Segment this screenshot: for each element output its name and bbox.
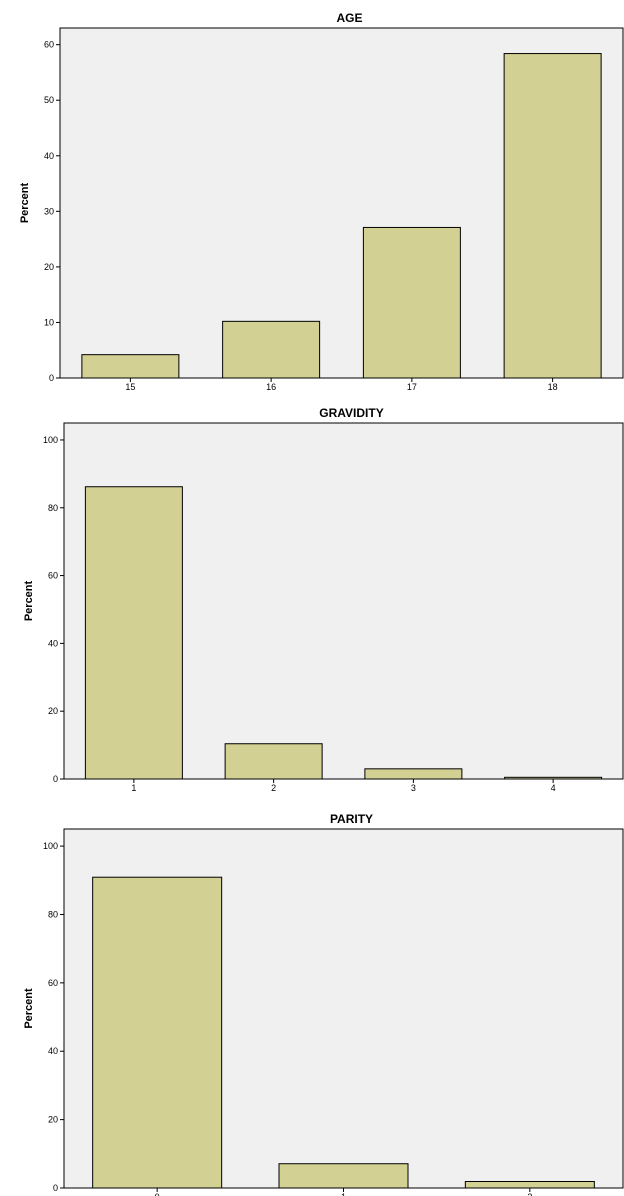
gravidity-x-tick-label: 4 bbox=[551, 783, 556, 793]
gravidity-y-tick-label: 100 bbox=[43, 435, 58, 445]
parity-bar bbox=[278, 1163, 409, 1189]
age-bar bbox=[503, 53, 602, 379]
chart-age: AGE Percent 0 10 20 30 40 50 60 15 16 17 18 bbox=[19, 11, 624, 392]
gravidity-y-tick-label: 60 bbox=[48, 571, 58, 581]
age-y-tick-label: 60 bbox=[44, 40, 54, 50]
parity-bar bbox=[464, 1181, 595, 1189]
gravidity-y-tick-label: 80 bbox=[48, 503, 58, 513]
gravidity-bar bbox=[504, 776, 603, 780]
gravidity-x-tick-label: 3 bbox=[411, 783, 416, 793]
parity-y-axis-label: Percent bbox=[23, 988, 35, 1029]
chart-parity-panel: PARITY Percent 0 20 40 60 80 100 0 1 2 bbox=[0, 800, 624, 1196]
parity-y-tick-label: 60 bbox=[48, 978, 58, 988]
gravidity-bar bbox=[84, 486, 183, 780]
age-title: AGE bbox=[336, 11, 362, 25]
age-y-tick-label: 40 bbox=[44, 151, 54, 161]
chart-age-panel: AGE Percent 0 10 20 30 40 50 60 15 16 17 18 bbox=[0, 0, 624, 395]
age-y-tick-label: 50 bbox=[44, 95, 54, 105]
age-y-tick-label: 20 bbox=[44, 262, 54, 272]
gravidity-bar bbox=[364, 768, 463, 780]
parity-x-tick-label: 1 bbox=[341, 1192, 346, 1196]
parity-bar bbox=[92, 876, 223, 1189]
parity-y-tick-label: 20 bbox=[48, 1115, 58, 1125]
age-y-tick-label: 0 bbox=[49, 373, 54, 383]
gravidity-y-tick-label: 20 bbox=[48, 706, 58, 716]
age-y-tick-label: 10 bbox=[44, 317, 54, 327]
parity-x-tick-label: 0 bbox=[155, 1192, 160, 1196]
gravidity-y-axis-label: Percent bbox=[23, 580, 35, 621]
gravidity-title: GRAVIDITY bbox=[319, 406, 383, 420]
parity-y-tick-label: 100 bbox=[43, 841, 58, 851]
age-y-axis-label: Percent bbox=[19, 182, 31, 223]
age-x-tick-label: 15 bbox=[125, 382, 135, 392]
gravidity-y-tick-label: 40 bbox=[48, 638, 58, 648]
gravidity-x-tick-label: 1 bbox=[131, 783, 136, 793]
parity-y-tick-label: 40 bbox=[48, 1046, 58, 1056]
gravidity-x-tick-label: 2 bbox=[271, 783, 276, 793]
age-bar bbox=[222, 320, 321, 379]
parity-title: PARITY bbox=[330, 812, 373, 826]
gravidity-y-tick-label: 0 bbox=[53, 774, 58, 784]
age-x-tick-label: 16 bbox=[266, 382, 276, 392]
chart-parity: PARITY Percent 0 20 40 60 80 100 0 1 2 bbox=[23, 812, 624, 1196]
parity-x-tick-label: 2 bbox=[527, 1192, 532, 1196]
age-bar bbox=[81, 354, 180, 379]
age-bar bbox=[362, 226, 461, 379]
age-x-tick-label: 17 bbox=[407, 382, 417, 392]
parity-y-tick-label: 80 bbox=[48, 909, 58, 919]
chart-gravidity: GRAVIDITY Percent 0 20 40 60 80 100 1 2 3 4 bbox=[23, 406, 624, 793]
parity-y-tick-label: 0 bbox=[53, 1183, 58, 1193]
chart-gravidity-panel: GRAVIDITY Percent 0 20 40 60 80 100 1 2 3 4 bbox=[0, 395, 624, 800]
age-y-tick-label: 30 bbox=[44, 206, 54, 216]
age-x-tick-label: 18 bbox=[548, 382, 558, 392]
gravidity-bar bbox=[224, 743, 323, 780]
